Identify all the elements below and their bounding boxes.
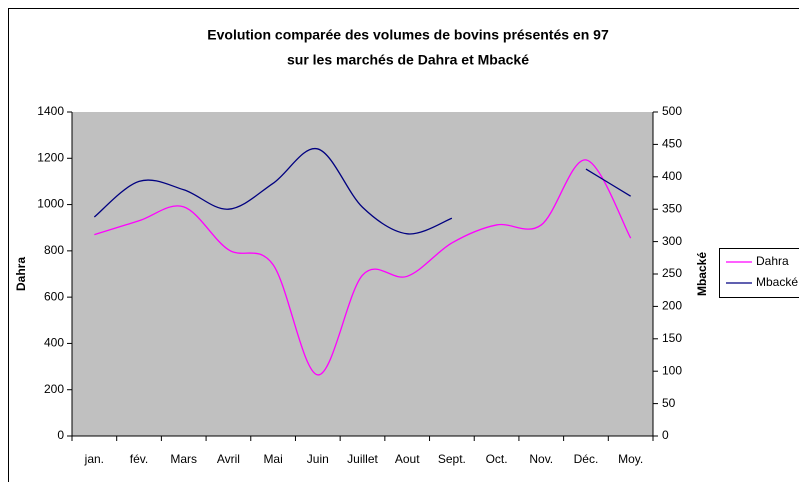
x-tick-label: Mai — [263, 452, 282, 466]
x-tick-label: Moy. — [618, 452, 643, 466]
x-tick-label: Juin — [307, 452, 329, 466]
y2-tick-label: 150 — [662, 331, 682, 345]
x-tick-label: Sept. — [438, 452, 466, 466]
y-tick-label: 0 — [57, 428, 64, 442]
chart-title: Evolution comparée des volumes de bovins… — [207, 27, 609, 43]
x-tick-label: Avril — [217, 452, 240, 466]
y-axis-title: Dahra — [14, 257, 28, 291]
legend — [719, 248, 799, 298]
y-tick-label: 200 — [44, 382, 64, 396]
y-tick-label: 1000 — [37, 197, 64, 211]
legend-label: Mbacké — [756, 275, 798, 289]
legend-label: Dahra — [756, 254, 789, 268]
y-tick-label: 600 — [44, 289, 64, 303]
x-tick-label: Nov. — [529, 452, 553, 466]
y2-tick-label: 0 — [662, 428, 669, 442]
x-tick-label: Aout — [395, 452, 420, 466]
plot-area — [72, 112, 653, 436]
y2-tick-label: 450 — [662, 137, 682, 151]
x-tick-label: Mars — [170, 452, 197, 466]
chart-title: sur les marchés de Dahra et Mbacké — [287, 52, 529, 68]
x-tick-label: Oct. — [486, 452, 508, 466]
y2-tick-label: 250 — [662, 266, 682, 280]
y2-tick-label: 200 — [662, 299, 682, 313]
y2-tick-label: 50 — [662, 396, 676, 410]
series-line — [94, 159, 632, 376]
y2-axis-title: Mbacké — [695, 252, 709, 296]
y-tick-label: 1400 — [37, 104, 64, 118]
y2-tick-label: 400 — [662, 169, 682, 183]
y-tick-label: 1200 — [37, 150, 64, 164]
x-tick-label: Juillet — [347, 452, 378, 466]
x-tick-label: Déc. — [574, 452, 599, 466]
y2-tick-label: 300 — [662, 234, 682, 248]
y2-tick-label: 500 — [662, 104, 682, 118]
series-line — [93, 148, 631, 235]
y2-tick-label: 350 — [662, 201, 682, 215]
y-tick-label: 800 — [44, 243, 64, 257]
y2-tick-label: 100 — [662, 363, 682, 377]
x-tick-label: fév. — [130, 452, 148, 466]
x-tick-label: jan. — [84, 452, 104, 466]
y-tick-label: 400 — [44, 336, 64, 350]
